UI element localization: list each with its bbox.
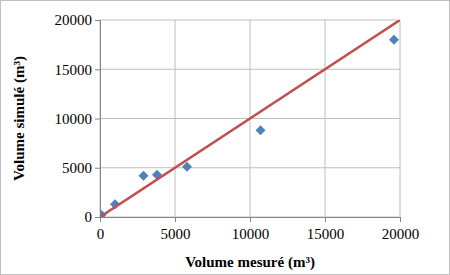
y-tick-label: 20000 bbox=[55, 12, 93, 28]
y-tick-mark bbox=[95, 217, 100, 218]
grid-line-y bbox=[100, 20, 400, 21]
y-tick: 0 bbox=[85, 209, 101, 225]
y-tick-label: 0 bbox=[85, 209, 93, 225]
y-axis: 0 5000 10000 15000 20000 bbox=[55, 12, 101, 225]
x-tick-label: 15000 bbox=[307, 226, 345, 242]
y-axis-title: Volume simulé (m³) bbox=[11, 56, 28, 181]
x-tick-label: 20000 bbox=[382, 226, 420, 242]
x-tick-label: 5000 bbox=[161, 226, 191, 242]
x-tick: 0 bbox=[97, 217, 105, 242]
line-series bbox=[100, 20, 400, 217]
y-tick: 10000 bbox=[55, 111, 101, 127]
data-marks bbox=[100, 20, 400, 217]
y-tick-mark bbox=[95, 69, 100, 70]
x-tick-mark bbox=[175, 217, 176, 222]
x-tick-label: 0 bbox=[97, 226, 105, 242]
x-tick-mark bbox=[325, 217, 326, 222]
y-tick: 20000 bbox=[55, 12, 101, 28]
y-tick: 5000 bbox=[62, 160, 100, 176]
y-tick-mark bbox=[95, 119, 100, 120]
x-tick-mark bbox=[400, 217, 401, 222]
point bbox=[139, 171, 149, 181]
grid-line-y bbox=[100, 69, 400, 70]
x-tick: 15000 bbox=[307, 217, 345, 242]
x-tick: 5000 bbox=[161, 217, 191, 242]
y-tick-mark bbox=[95, 20, 100, 21]
plot: 0 5000 10000 15000 20000 0 5000 10000 15000 20000 bbox=[55, 12, 420, 241]
y-tick-mark bbox=[95, 168, 100, 169]
point bbox=[389, 35, 399, 45]
chart: 0 5000 10000 15000 20000 0 5000 10000 15000 20000… bbox=[0, 0, 450, 275]
x-tick-mark bbox=[250, 217, 251, 222]
x-axis-line bbox=[101, 218, 401, 223]
chart-frame bbox=[1, 1, 450, 275]
x-tick-label: 10000 bbox=[232, 226, 270, 242]
x-tick: 10000 bbox=[232, 217, 270, 242]
y-tick-label: 5000 bbox=[62, 160, 92, 176]
y-axis-line bbox=[95, 21, 101, 218]
grid bbox=[100, 20, 400, 217]
x-tick: 20000 bbox=[382, 217, 420, 242]
x-axis-title: Volume mesuré (m³) bbox=[185, 254, 315, 271]
y-tick-label: 10000 bbox=[55, 111, 93, 127]
y-tick-label: 15000 bbox=[55, 62, 93, 78]
x-axis: 0 5000 10000 15000 20000 bbox=[97, 217, 420, 242]
point bbox=[256, 125, 266, 135]
y-tick: 15000 bbox=[55, 62, 101, 78]
grid-line-y bbox=[100, 167, 400, 168]
